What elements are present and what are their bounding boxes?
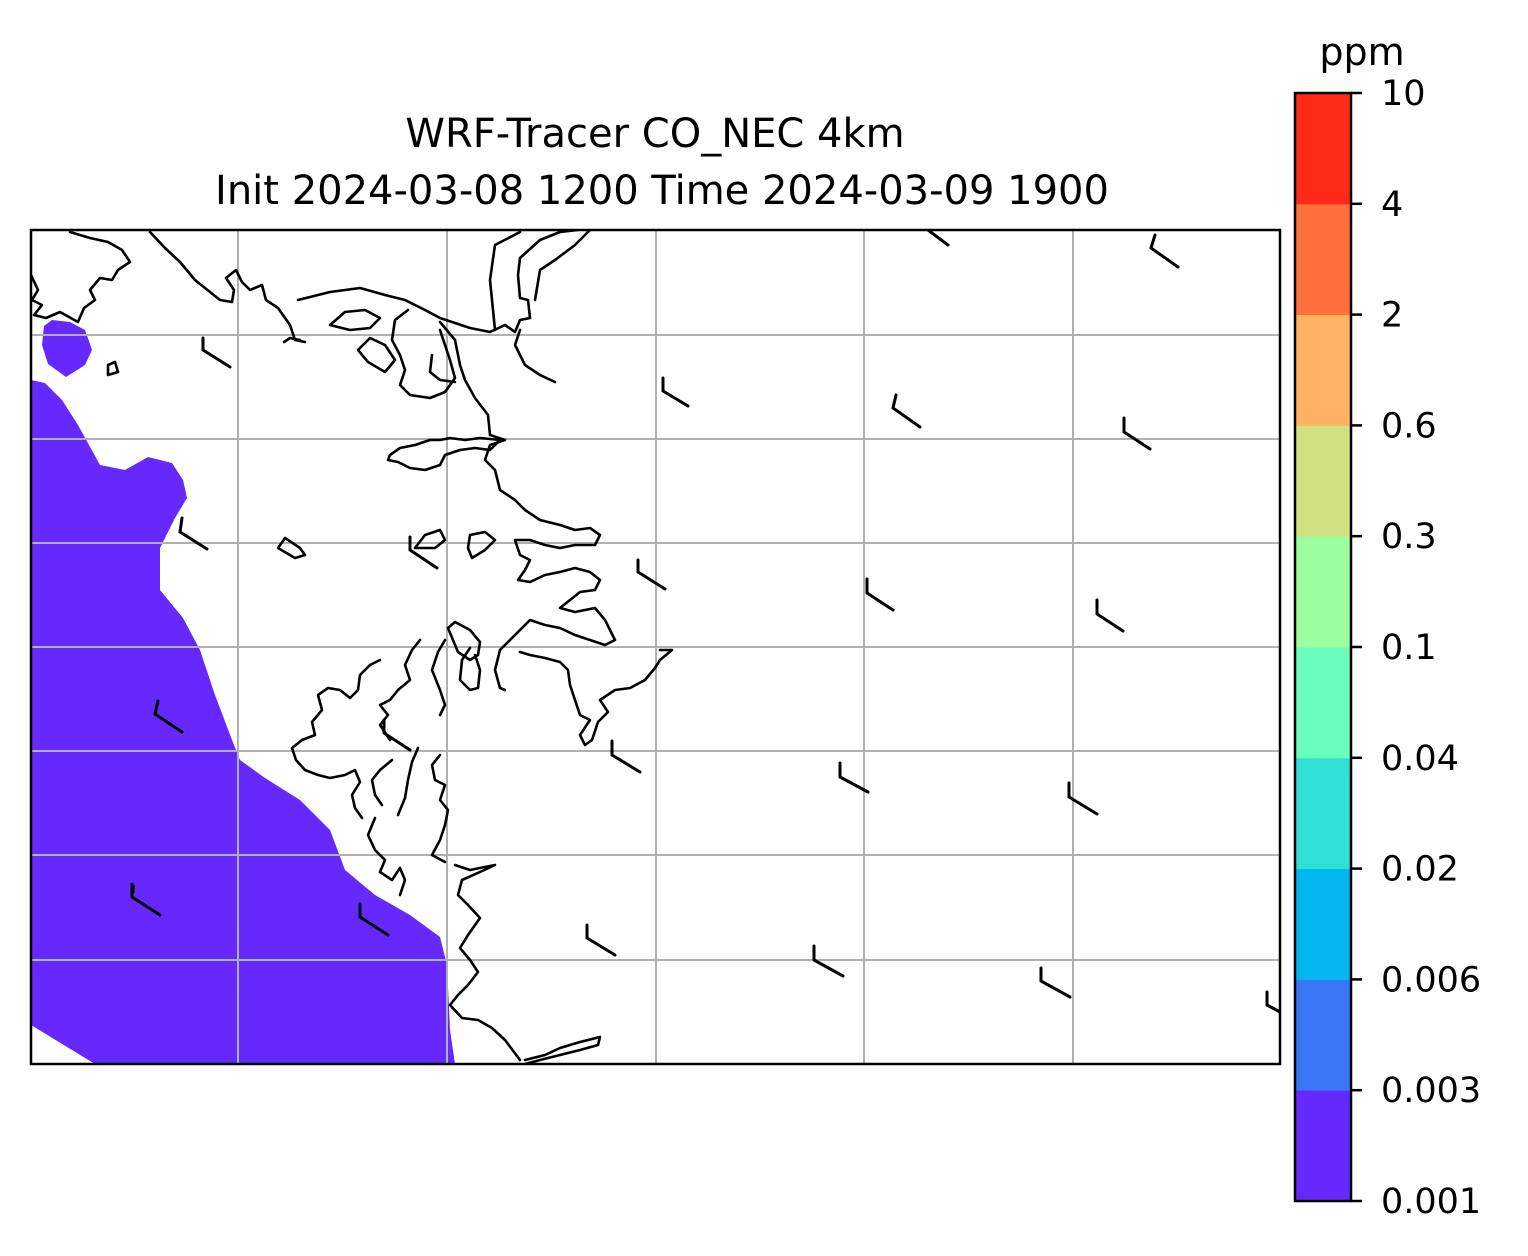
colorbar-tick-label: 10 [1381,74,1426,114]
colorbar-bin [1295,203,1351,316]
colorbar-tick-label: 0.001 [1381,1182,1481,1222]
colorbar-ticks: 0.001 0.003 0.006 0.02 0.04 0.1 0.3 0.6 2 4 10 [1351,74,1481,1222]
colorbar-tick-label: 0.04 [1381,739,1459,779]
colorbar-bin [1295,314,1351,426]
map-title-line-1: WRF-Tracer CO_NEC 4km [405,111,904,157]
colorbar-tick-label: 0.6 [1381,406,1437,446]
map-gridlines [31,230,1280,1064]
tracer-fill-ocean [31,380,455,1064]
colorbar-bin [1295,1090,1351,1202]
colorbar-bin [1295,647,1351,759]
colorbar-bin [1295,93,1351,205]
map-panel [29,228,1282,1066]
coastlines [31,230,674,1064]
colorbar-tick-label: 0.1 [1381,628,1437,668]
map-frame [29,228,1282,1066]
colorbar-bin [1295,868,1351,980]
wind-barbs [130,230,1280,1014]
colorbar-tick-label: 0.003 [1381,1071,1481,1111]
colorbar-bin [1295,757,1351,870]
map-title-line-2: Init 2024-03-08 1200 Time 2024-03-09 190… [215,168,1109,214]
colorbar: 0.001 0.003 0.006 0.02 0.04 0.1 0.3 0.6 2 4 10 ppm [1293,30,1481,1222]
colorbar-tick-label: 4 [1381,185,1403,225]
colorbar-bins [1295,93,1351,1202]
colorbar-bin [1295,536,1351,648]
colorbar-bin [1295,979,1351,1091]
colorbar-tick-label: 0.006 [1381,960,1481,1000]
colorbar-bin [1295,425,1351,537]
colorbar-unit-label: ppm [1319,30,1404,74]
colorbar-tick-label: 0.3 [1381,517,1437,557]
colorbar-tick-label: 0.02 [1381,850,1459,890]
colorbar-tick-label: 2 [1381,296,1403,336]
